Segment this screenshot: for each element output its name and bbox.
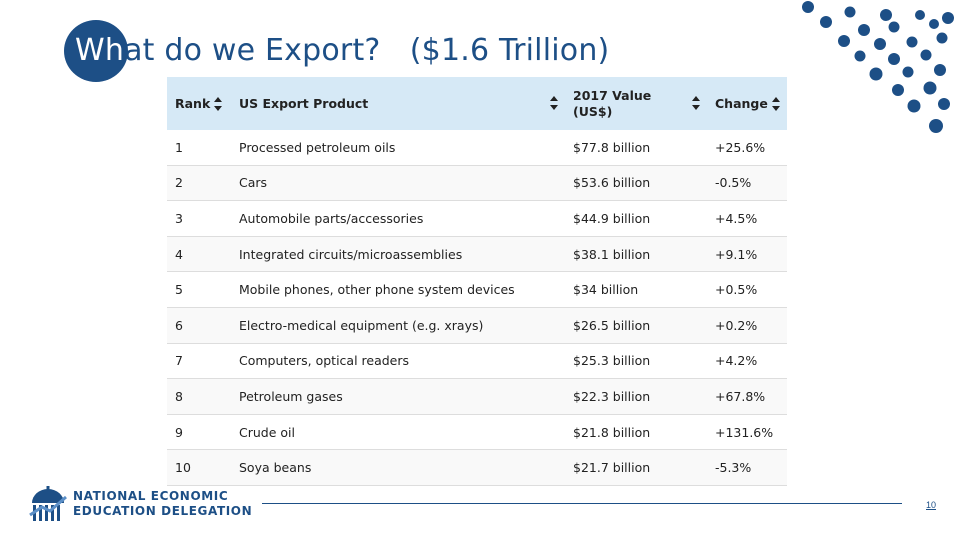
cell-value: $22.3 billion xyxy=(565,378,707,415)
table-row: 2 Cars $53.6 billion -0.5% xyxy=(167,165,787,202)
cell-change: +67.8% xyxy=(707,378,787,415)
cell-product: Processed petroleum oils xyxy=(231,130,565,166)
cell-value: $53.6 billion xyxy=(565,165,707,202)
sort-icon xyxy=(214,97,223,111)
slide-title: What do we Export? ($1.6 Trillion) xyxy=(75,28,609,74)
table-row: 9 Crude oil $21.8 billion +131.6% xyxy=(167,414,787,451)
cell-rank: 8 xyxy=(167,378,231,415)
header-product-label: US Export Product xyxy=(239,95,369,111)
cell-value: $44.9 billion xyxy=(565,200,707,237)
footer-divider xyxy=(262,503,902,504)
table-row: 8 Petroleum gases $22.3 billion +67.8% xyxy=(167,378,787,415)
header-product[interactable]: US Export Product xyxy=(231,77,565,130)
logo-line-2: EDUCATION DELEGATION xyxy=(73,504,253,518)
cell-change: +131.6% xyxy=(707,414,787,451)
cell-change: +4.5% xyxy=(707,200,787,237)
cell-rank: 7 xyxy=(167,343,231,380)
cell-product: Cars xyxy=(231,165,565,202)
cell-rank: 6 xyxy=(167,307,231,344)
cell-change: +25.6% xyxy=(707,130,787,166)
page-number: 10 xyxy=(926,500,937,510)
slide-title-rest: at do we Export? ($1.6 Trillion) xyxy=(124,33,610,68)
sort-icon xyxy=(692,96,701,110)
cell-change: -5.3% xyxy=(707,449,787,486)
needelegation-logo: NATIONAL ECONOMIC EDUCATION DELEGATION xyxy=(28,485,268,525)
cell-rank: 3 xyxy=(167,200,231,237)
header-value[interactable]: 2017 Value (US$) xyxy=(565,77,707,130)
cell-rank: 2 xyxy=(167,165,231,202)
table-row: 5 Mobile phones, other phone system devic… xyxy=(167,271,787,308)
logo-line-1: NATIONAL ECONOMIC xyxy=(73,489,229,503)
cell-rank: 9 xyxy=(167,414,231,451)
cell-product: Petroleum gases xyxy=(231,378,565,415)
cell-change: +0.2% xyxy=(707,307,787,344)
cell-product: Integrated circuits/microassemblies xyxy=(231,236,565,273)
table-header-row: Rank US Export Product 2017 Value (US$) … xyxy=(167,77,787,130)
cell-value: $25.3 billion xyxy=(565,343,707,380)
cell-product: Automobile parts/accessories xyxy=(231,200,565,237)
cell-value: $21.8 billion xyxy=(565,414,707,451)
sort-icon xyxy=(771,97,781,111)
table-row: 10 Soya beans $21.7 billion -5.3% xyxy=(167,449,787,486)
exports-table-container: Rank US Export Product 2017 Value (US$) … xyxy=(167,77,787,486)
table-row: 7 Computers, optical readers $25.3 billion… xyxy=(167,343,787,380)
cell-product: Electro-medical equipment (e.g. xrays) xyxy=(231,307,565,344)
cell-rank: 10 xyxy=(167,449,231,486)
cell-value: $77.8 billion xyxy=(565,130,707,166)
cell-value: $38.1 billion xyxy=(565,236,707,273)
cell-product: Soya beans xyxy=(231,449,565,486)
cell-change: -0.5% xyxy=(707,165,787,202)
table-row: 4 Integrated circuits/microassemblies $38.… xyxy=(167,236,787,273)
header-change[interactable]: Change xyxy=(707,77,787,130)
slide-title-first: Wh xyxy=(75,33,125,68)
cell-value: $21.7 billion xyxy=(565,449,707,486)
cell-rank: 4 xyxy=(167,236,231,273)
cell-change: +9.1% xyxy=(707,236,787,273)
header-rank[interactable]: Rank xyxy=(167,77,231,130)
header-value-label: 2017 Value (US$) xyxy=(573,87,652,119)
cell-product: Crude oil xyxy=(231,414,565,451)
cell-change: +0.5% xyxy=(707,271,787,308)
table-row: 6 Electro-medical equipment (e.g. xrays) $… xyxy=(167,307,787,344)
cell-value: $34 billion xyxy=(565,271,707,308)
cell-rank: 5 xyxy=(167,271,231,308)
capitol-dome-icon xyxy=(29,486,67,521)
logo-text: NATIONAL ECONOMIC EDUCATION DELEGATION xyxy=(73,489,252,519)
cell-change: +4.2% xyxy=(707,343,787,380)
cell-product: Computers, optical readers xyxy=(231,343,565,380)
cell-product: Mobile phones, other phone system device… xyxy=(231,271,565,308)
cell-value: $26.5 billion xyxy=(565,307,707,344)
dot-pattern-decoration xyxy=(802,1,954,133)
table-row: 1 Processed petroleum oils $77.8 billion +2… xyxy=(167,130,787,166)
header-change-label: Change xyxy=(715,95,768,111)
table-row: 3 Automobile parts/accessories $44.9 billi… xyxy=(167,200,787,237)
header-rank-label: Rank xyxy=(175,95,211,111)
cell-rank: 1 xyxy=(167,130,231,166)
title-circle-decoration xyxy=(64,20,128,82)
sort-icon xyxy=(550,96,559,110)
exports-table: Rank US Export Product 2017 Value (US$) … xyxy=(167,77,787,486)
